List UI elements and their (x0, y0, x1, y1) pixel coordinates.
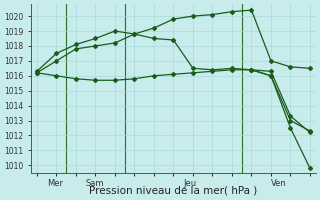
X-axis label: Pression niveau de la mer( hPa ): Pression niveau de la mer( hPa ) (89, 186, 258, 196)
Text: Sam: Sam (86, 179, 104, 188)
Text: Mer: Mer (47, 179, 63, 188)
Text: Ven: Ven (271, 179, 287, 188)
Text: Jeu: Jeu (183, 179, 196, 188)
